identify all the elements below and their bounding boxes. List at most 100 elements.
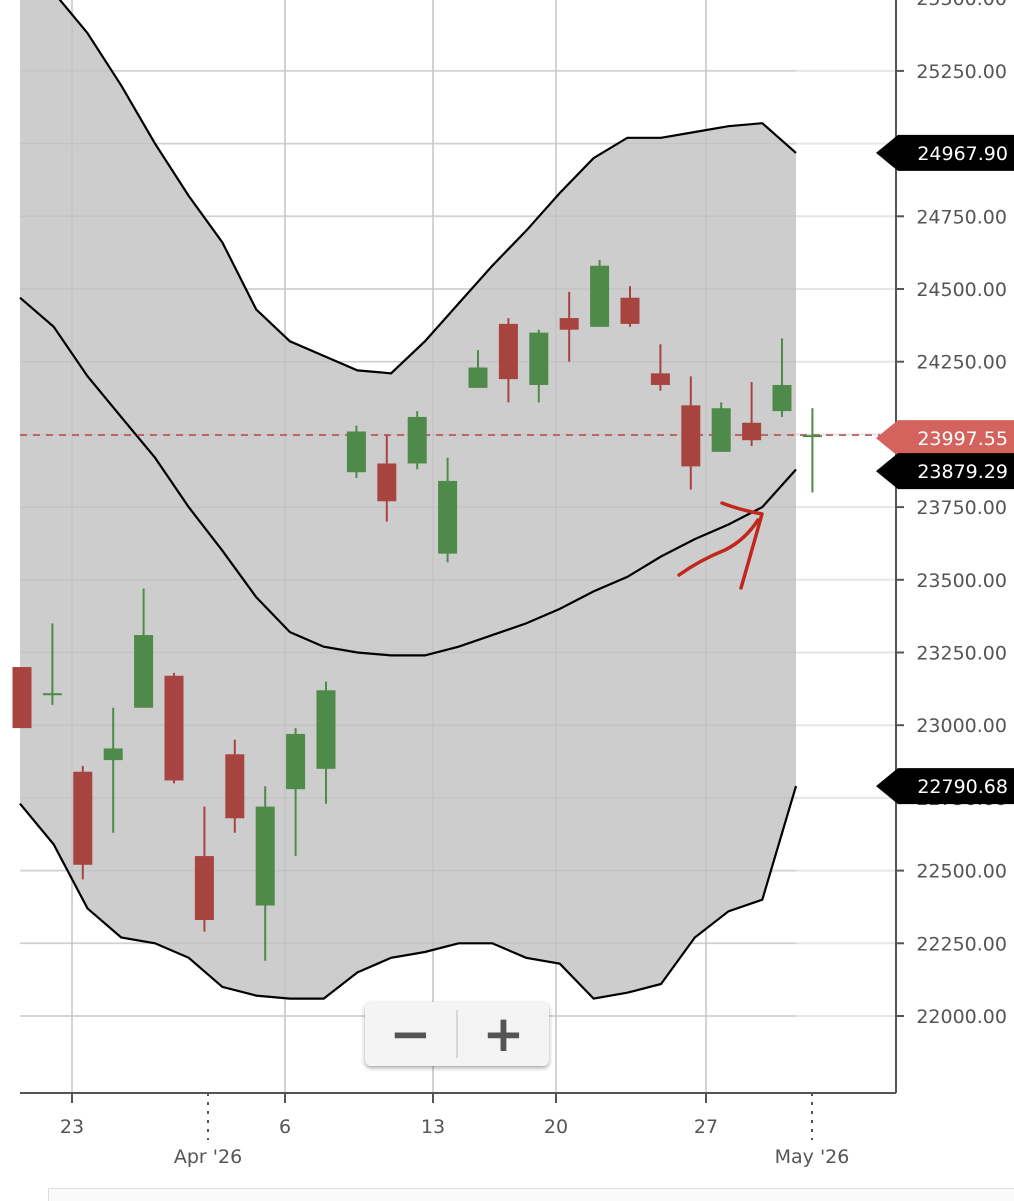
candle-body (438, 480, 458, 554)
upper-band-badge-text: 24967.90 (917, 143, 1008, 165)
candle-body (42, 693, 62, 696)
x-tick-label: 23 (60, 1116, 84, 1138)
zoom-separator (456, 1010, 458, 1058)
candle (225, 739, 245, 833)
lower-band-badge: 22790.68 (876, 768, 1014, 805)
zoom-in-button[interactable]: + (482, 1005, 525, 1063)
y-tick-label: 24500.00 (916, 279, 1007, 301)
candle-body (346, 431, 366, 473)
axes (20, 0, 897, 1094)
lower-band-badge-text: 22790.68 (917, 776, 1008, 798)
candle-body (12, 667, 32, 729)
middle-band-line (19, 296, 797, 657)
candle (286, 728, 306, 857)
candle (559, 291, 579, 362)
candle (194, 806, 214, 932)
candle (590, 259, 610, 327)
candle-body (286, 733, 306, 790)
candle (529, 329, 549, 403)
candle (468, 350, 488, 388)
middle-band-badge-shape (876, 453, 1014, 490)
candle-body (620, 297, 640, 324)
candle-body (590, 265, 610, 327)
bottom-panel-edge (48, 1188, 1014, 1201)
x-axis-ticks: 23 6 13 20 27 Apr '26 May '26 (60, 1093, 849, 1168)
candle-body (529, 332, 549, 385)
upper-band-badge: 24967.90 (876, 134, 1014, 171)
candle-body (498, 323, 518, 380)
annotation-arrow-head (720, 501, 764, 590)
candle (346, 425, 366, 479)
zoom-control: − + (365, 1002, 549, 1066)
candle-body (681, 405, 701, 467)
candle (498, 318, 518, 403)
zoom-out-button[interactable]: − (389, 1005, 432, 1063)
candle-body (73, 771, 93, 865)
last-price-badge-shape (876, 420, 1014, 457)
bollinger-bands (19, 0, 798, 1093)
x-tick-label: 13 (421, 1116, 445, 1138)
candles[interactable] (12, 259, 822, 961)
upper-band-line (58, 0, 797, 375)
candle-body (742, 422, 762, 441)
candle-body (468, 367, 488, 388)
candle (164, 672, 184, 784)
x-tick-label: 20 (544, 1116, 568, 1138)
candle-body (802, 435, 822, 438)
price-badges: 24967.90 22790.68 23997.55 23879.29 (876, 134, 1014, 805)
hand-drawn-arrow-annotation (677, 501, 764, 590)
candle (42, 623, 62, 705)
candle-body (650, 373, 670, 385)
candle-body (377, 463, 397, 502)
candle (316, 681, 336, 804)
y-tick-label: 22000.00 (916, 1006, 1007, 1028)
candle (711, 402, 731, 452)
y-tick-label: 22500.00 (916, 861, 1007, 883)
upper-band-badge-shape (876, 134, 1014, 171)
candle (255, 786, 275, 961)
x-tick-label: 27 (694, 1116, 718, 1138)
y-tick-label: 23500.00 (916, 570, 1007, 592)
x-tick-label: 6 (279, 1116, 291, 1138)
candle (802, 408, 822, 493)
candle-body (559, 318, 579, 330)
y-tick-label: 25250.00 (916, 61, 1007, 83)
y-tick-label: 24250.00 (916, 352, 1007, 374)
candle (12, 667, 32, 729)
middle-band-badge: 23879.29 (876, 453, 1014, 490)
y-tick-label: 22250.00 (916, 933, 1007, 955)
lower-band-badge-shape (876, 768, 1014, 805)
y-tick-label: 23250.00 (916, 643, 1007, 665)
candle-body (407, 416, 427, 464)
candle (772, 338, 792, 417)
candle (438, 457, 458, 563)
candle (620, 286, 640, 327)
candle-body (103, 748, 123, 761)
y-tick-label: 24750.00 (916, 206, 1007, 228)
candle (377, 434, 397, 522)
annotation-arrow-shaft (677, 518, 760, 577)
candle-body (194, 856, 214, 921)
lower-band-line (19, 785, 798, 1000)
candle (742, 382, 762, 447)
y-tick-label: 25500.00 (916, 0, 1007, 10)
candle (103, 707, 123, 833)
candle-body (711, 408, 731, 452)
month-label: May '26 (775, 1146, 850, 1168)
candle (407, 411, 427, 470)
candle-body (772, 384, 792, 412)
last-price-badge-text: 23997.55 (917, 428, 1008, 450)
candle-body (255, 806, 275, 906)
month-label: Apr '26 (174, 1146, 242, 1168)
candle (681, 376, 701, 490)
candle (134, 588, 154, 708)
y-tick-label: 23750.00 (916, 497, 1007, 519)
candle-body (164, 675, 184, 781)
candle-body (316, 690, 336, 769)
candle (650, 344, 670, 391)
y-tick-label: 23000.00 (916, 715, 1007, 737)
last-price-badge: 23997.55 (876, 420, 1014, 457)
band-fill (20, 0, 796, 999)
middle-band-badge-text: 23879.29 (917, 461, 1008, 483)
